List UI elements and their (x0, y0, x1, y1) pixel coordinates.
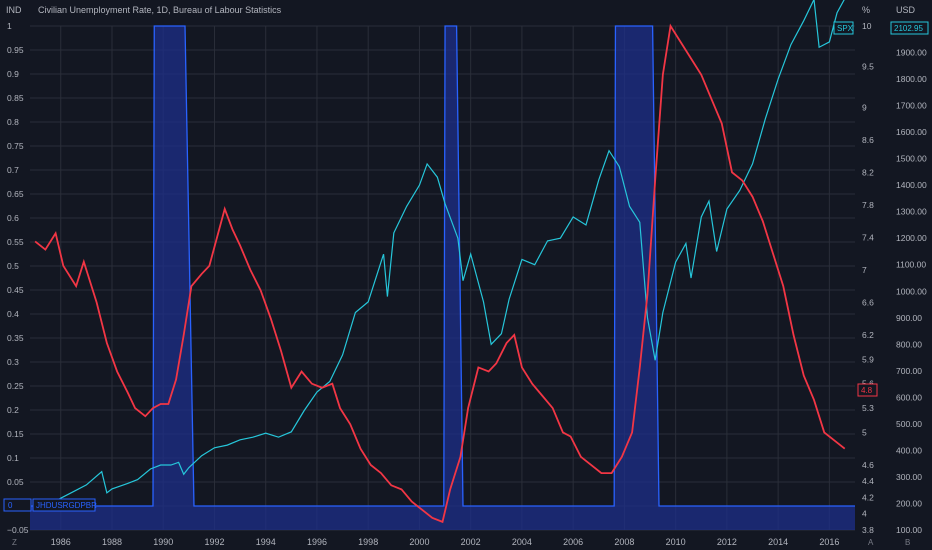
left-axis-label: IND (6, 5, 22, 15)
usd-tick-label: 1400.00 (896, 180, 927, 190)
x-tick-label: 1988 (102, 537, 122, 547)
pct-tick-label: 4.4 (862, 476, 874, 486)
svg-text:2102.95: 2102.95 (894, 24, 923, 33)
corner-a-button[interactable]: A (868, 538, 874, 547)
usd-tick-label: 400.00 (896, 445, 922, 455)
pct-tick-label: 8.6 (862, 135, 874, 145)
pct-tick-label: 7.8 (862, 200, 874, 210)
left-tick-label: 0.45 (7, 285, 24, 295)
left-tick-label: 0.05 (7, 477, 24, 487)
x-tick-label: 2014 (768, 537, 788, 547)
x-tick-label: 1986 (51, 537, 71, 547)
pct-tick-label: 3.8 (862, 525, 874, 535)
usd-tick-label: 1500.00 (896, 154, 927, 164)
left-tick-label: 1 (7, 21, 12, 31)
recession-area (30, 26, 855, 530)
left-tick-label: 0.8 (7, 117, 19, 127)
left-tick-label: −0.05 (7, 525, 29, 535)
svg-text:JHDUSRGDPBR: JHDUSRGDPBR (36, 501, 97, 510)
unemployment-line (34, 23, 846, 524)
spx-line (35, 0, 845, 510)
x-tick-label: 2012 (717, 537, 737, 547)
usd-tick-label: 900.00 (896, 313, 922, 323)
corner-b-button[interactable]: B (905, 538, 910, 547)
x-tick-label: 2004 (512, 537, 532, 547)
usd-tick-label: 300.00 (896, 472, 922, 482)
corner-z-button[interactable]: Z (12, 538, 17, 547)
pct-tick-label: 9.5 (862, 62, 874, 72)
svg-text:0: 0 (8, 501, 13, 510)
pct-tick-label: 7 (862, 265, 867, 275)
pct-tick-label: 6.2 (862, 330, 874, 340)
usd-tick-label: 1800.00 (896, 74, 927, 84)
left-tick-label: 0.5 (7, 261, 19, 271)
spx-name-badge: SPX (833, 21, 854, 35)
x-tick-label: 2000 (409, 537, 429, 547)
usd-tick-label: 1000.00 (896, 286, 927, 296)
svg-text:SPX: SPX (837, 24, 854, 33)
left-tick-label: 0.75 (7, 141, 24, 151)
pct-tick-label: 9 (862, 102, 867, 112)
x-tick-label: 2006 (563, 537, 583, 547)
usd-tick-label: 100.00 (896, 525, 922, 535)
x-tick-label: 1996 (307, 537, 327, 547)
svg-text:4.8: 4.8 (861, 386, 873, 395)
usd-tick-label: 500.00 (896, 419, 922, 429)
pct-tick-label: 7.4 (862, 232, 874, 242)
usd-tick-label: 600.00 (896, 392, 922, 402)
axes-layer: 1986 1988 1990 1992 1994 1996 1998 2000 2002 2004… (7, 21, 927, 547)
left-tick-label: 0.65 (7, 189, 24, 199)
spx-value-badge: 2102.95 (890, 21, 929, 35)
usd-tick-label: 1100.00 (896, 260, 926, 270)
left-tick-label: 0.15 (7, 429, 24, 439)
pct-tick-label: 8.2 (862, 167, 874, 177)
pct-tick-label: 10 (862, 21, 872, 31)
usd-tick-label: 700.00 (896, 366, 922, 376)
left-tick-label: 0.25 (7, 381, 24, 391)
x-tick-label: 1998 (358, 537, 378, 547)
left-tick-label: 0.9 (7, 69, 19, 79)
pct-tick-label: 4.6 (862, 460, 874, 470)
left-tick-label: 0.85 (7, 93, 24, 103)
unrate-value-badge: 4.8 (857, 383, 878, 397)
pct-tick-label: 5.9 (862, 354, 874, 364)
x-tick-label: 1994 (256, 537, 276, 547)
recession-value-badge: 0 (3, 498, 32, 512)
pct-axis-label: % (862, 5, 870, 15)
recession-line (30, 25, 855, 507)
chart-title: Civilian Unemployment Rate, 1D, Bureau o… (38, 5, 282, 15)
left-tick-label: 0.3 (7, 357, 19, 367)
recession-name-badge: JHDUSRGDPBR (32, 498, 97, 512)
left-tick-label: 0.6 (7, 213, 19, 223)
usd-tick-label: 1700.00 (896, 101, 927, 111)
left-tick-label: 0.2 (7, 405, 19, 415)
left-tick-label: 0.95 (7, 45, 24, 55)
pct-tick-label: 4 (862, 509, 867, 519)
pct-tick-label: 4.2 (862, 492, 874, 502)
usd-tick-label: 1900.00 (896, 48, 927, 58)
left-tick-label: 0.1 (7, 453, 19, 463)
usd-tick-label: 800.00 (896, 339, 922, 349)
pct-tick-label: 5.3 (862, 403, 874, 413)
left-tick-label: 0.4 (7, 309, 19, 319)
pct-tick-label: 6.6 (862, 297, 874, 307)
x-tick-label: 1992 (204, 537, 224, 547)
usd-axis-label: USD (896, 5, 916, 15)
x-tick-label: 2016 (819, 537, 839, 547)
series-layer (30, 0, 855, 530)
x-tick-label: 2008 (614, 537, 634, 547)
x-tick-label: 2002 (461, 537, 481, 547)
left-tick-label: 0.7 (7, 165, 19, 175)
usd-tick-label: 200.00 (896, 498, 922, 508)
left-tick-label: 0.35 (7, 333, 24, 343)
x-tick-label: 1990 (153, 537, 173, 547)
pct-tick-label: 5 (862, 427, 867, 437)
left-tick-label: 0.55 (7, 237, 24, 247)
x-tick-label: 2010 (666, 537, 686, 547)
usd-tick-label: 1600.00 (896, 127, 927, 137)
usd-tick-label: 1200.00 (896, 233, 927, 243)
usd-tick-label: 1300.00 (896, 207, 927, 217)
